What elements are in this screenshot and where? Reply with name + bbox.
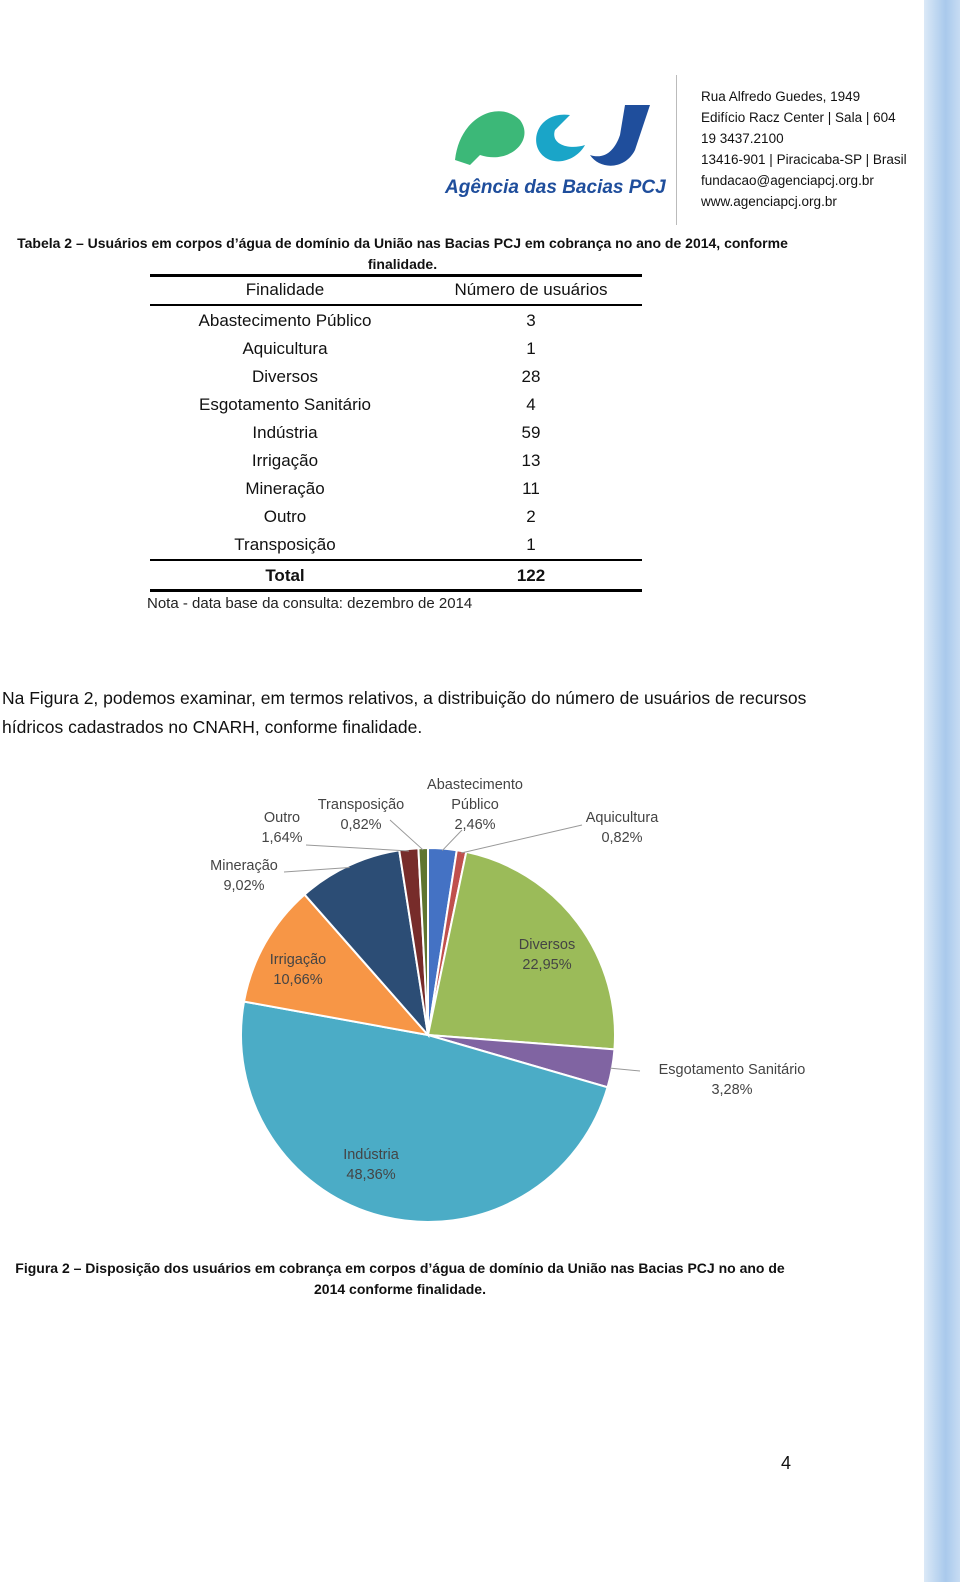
- pie-slice: [417, 846, 429, 1036]
- table-cell: 2: [526, 507, 536, 526]
- pie-label-category: Diversos: [518, 937, 576, 953]
- table-rule: [150, 559, 642, 561]
- table-cell: Finalidade: [245, 280, 325, 299]
- page-number: 4: [781, 1453, 792, 1473]
- table-cell: Aquicultura: [242, 339, 328, 358]
- table-note: Nota - data base da consulta: dezembro d…: [147, 595, 473, 612]
- pie-label-category: Indústria: [343, 1147, 399, 1163]
- table-rule: [150, 304, 642, 306]
- leader-line: [441, 829, 463, 851]
- table-cell: 122: [516, 566, 546, 585]
- pie-label-value: 22,95%: [522, 957, 572, 973]
- pie-label-value: 0,82%: [340, 817, 382, 833]
- leader-line: [389, 819, 424, 851]
- pie-label-value: 3,28%: [711, 1082, 753, 1098]
- pie-slice: [426, 850, 616, 1051]
- table-cell: 1: [526, 339, 536, 358]
- table-cell: Esgotamento Sanitário: [199, 395, 371, 414]
- pie-label-category: Mineração: [210, 858, 278, 874]
- pie-slice: [242, 893, 431, 1037]
- pie-label-category: Abastecimento Público: [427, 777, 523, 813]
- pie-label-category: Esgotamento Sanitário: [658, 1062, 806, 1078]
- pie-label-category: Transposição: [317, 797, 405, 813]
- address-line: 19 3437.2100: [701, 131, 784, 146]
- address-line: Edifício Racz Center | Sala | 604: [701, 110, 896, 125]
- pie-label-value: 10,66%: [273, 972, 323, 988]
- pie-label-value: 1,64%: [261, 830, 303, 846]
- leader-line: [609, 1067, 641, 1072]
- figure-caption: Figura 2 – Disposição dos usuários em co…: [15, 1260, 785, 1297]
- table-cell: Mineração: [245, 479, 325, 498]
- pie-label: Esgotamento Sanitário 3,28%: [632, 1060, 832, 1100]
- logo: Agência das Bacias PCJ: [444, 105, 666, 198]
- pie-label-value: 48,36%: [346, 1167, 396, 1183]
- table-cell: Transposição: [234, 535, 336, 554]
- pie-chart: [240, 819, 641, 1223]
- table-caption: Tabela 2 – Usuários em corpos d’água de …: [17, 235, 788, 272]
- logo-text: Agência das Bacias PCJ: [444, 177, 666, 198]
- address-line: fundacao@agenciapcj.org.br: [701, 173, 874, 188]
- side-bar: [924, 0, 960, 1582]
- pie-slice: [240, 1000, 609, 1223]
- table-cell: 28: [521, 367, 541, 386]
- pie-label-value: 9,02%: [223, 878, 265, 894]
- address-line: www.agenciapcj.org.br: [701, 194, 837, 209]
- table-cell: Irrigação: [251, 451, 319, 470]
- pie-label-category: Irrigação: [269, 952, 327, 968]
- pie-label: Irrigação 10,66%: [243, 950, 353, 990]
- pie-label-value: 2,46%: [454, 817, 496, 833]
- pie-label-category: Outro: [263, 810, 301, 826]
- pie-label: Mineração 9,02%: [189, 856, 299, 896]
- paragraph: Na Figura 2, podemos examinar, em termos…: [2, 688, 807, 737]
- table-cell: Diversos: [251, 367, 319, 386]
- pie-label: Aquicultura 0,82%: [562, 808, 682, 848]
- table-cell: 59: [521, 423, 541, 442]
- address: Rua Alfredo Guedes, 1949 Edifício Racz Ce…: [701, 86, 907, 212]
- table-cell: Indústria: [252, 423, 318, 442]
- pie-slice: [303, 849, 430, 1039]
- pie-label-category: Aquicultura: [585, 810, 659, 826]
- pie-label: Indústria 48,36%: [316, 1145, 426, 1185]
- table-cell: 3: [526, 311, 536, 330]
- divider: [676, 75, 677, 225]
- table-rule: [150, 589, 642, 592]
- pie-label: Abastecimento Público 2,46%: [420, 775, 530, 835]
- address-line: Rua Alfredo Guedes, 1949: [701, 89, 861, 104]
- table-cell: Outro: [263, 507, 307, 526]
- leader-line: [305, 844, 410, 852]
- table-cell: Total: [265, 566, 305, 585]
- leader-line: [461, 824, 583, 854]
- pie-label: Outro 1,64%: [252, 808, 312, 848]
- pie-label: Transposição 0,82%: [306, 795, 416, 835]
- table-cell: Número de usuários: [454, 280, 608, 299]
- table-cell: 13: [521, 451, 541, 470]
- table-cell: Abastecimento Público: [198, 311, 372, 330]
- table-cell: 1: [526, 535, 536, 554]
- pie-label-value: 0,82%: [601, 830, 643, 846]
- table-cell: 11: [522, 479, 540, 498]
- pie-label: Diversos 22,95%: [492, 935, 602, 975]
- table-rule: [150, 274, 642, 277]
- address-line: 13416-901 | Piracicaba-SP | Brasil: [701, 152, 907, 167]
- leader-line: [283, 866, 350, 873]
- table: Finalidade Número de usuários Abasteciment…: [150, 274, 642, 594]
- table-cell: 4: [526, 395, 536, 414]
